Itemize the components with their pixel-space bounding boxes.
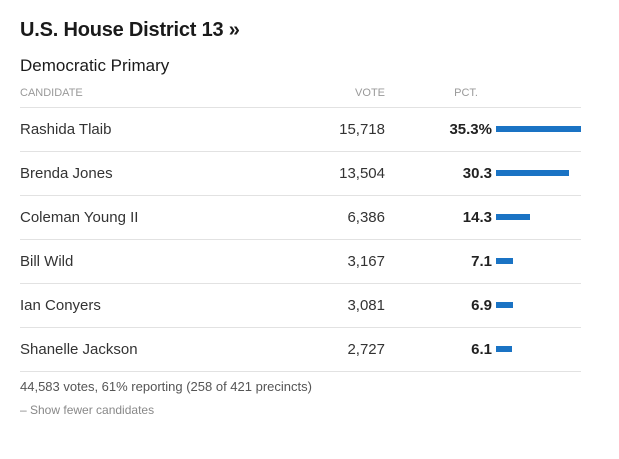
- reporting-summary: 44,583 votes, 61% reporting (258 of 421 …: [20, 379, 312, 394]
- pct-bar: [496, 258, 513, 264]
- table-row: Ian Conyers 3,081 6.9: [20, 284, 581, 328]
- candidate-name: Shanelle Jackson: [20, 341, 138, 358]
- candidate-pct: 30.3: [462, 165, 492, 182]
- pct-bar: [496, 214, 530, 220]
- pct-column-header: PCT.: [454, 87, 478, 99]
- show-fewer-candidates-link[interactable]: – Show fewer candidates: [20, 403, 155, 417]
- candidate-name: Coleman Young II: [20, 209, 139, 226]
- pct-bar-track: [496, 258, 581, 264]
- candidate-pct: 6.1: [471, 341, 492, 358]
- pct-bar-track: [496, 170, 581, 176]
- candidate-votes: 15,718: [339, 121, 385, 138]
- table-row: Coleman Young II 6,386 14.3: [20, 196, 581, 240]
- candidate-votes: 3,081: [347, 297, 385, 314]
- table-row: Shanelle Jackson 2,727 6.1: [20, 328, 581, 372]
- results-table-header: CANDIDATE VOTE PCT.: [20, 85, 581, 108]
- race-subtitle: Democratic Primary: [20, 56, 170, 75]
- table-row: Bill Wild 3,167 7.1: [20, 240, 581, 284]
- candidate-votes: 3,167: [347, 253, 385, 270]
- candidate-pct: 6.9: [471, 297, 492, 314]
- pct-bar-track: [496, 214, 581, 220]
- vote-column-header: VOTE: [355, 87, 385, 99]
- table-row: Brenda Jones 13,504 30.3: [20, 152, 581, 196]
- pct-bar-track: [496, 126, 581, 132]
- candidate-name: Brenda Jones: [20, 165, 113, 182]
- candidate-name: Rashida Tlaib: [20, 121, 112, 138]
- race-title-link[interactable]: U.S. House District 13 »: [20, 19, 240, 41]
- candidate-votes: 6,386: [347, 209, 385, 226]
- pct-bar-track: [496, 302, 581, 308]
- candidate-name: Bill Wild: [20, 253, 74, 270]
- candidate-votes: 13,504: [339, 165, 385, 182]
- results-table-body: Rashida Tlaib 15,718 35.3% Brenda Jones …: [20, 108, 581, 372]
- pct-bar: [496, 126, 581, 132]
- candidate-name: Ian Conyers: [20, 297, 101, 314]
- candidate-votes: 2,727: [347, 341, 385, 358]
- candidate-column-header: CANDIDATE: [20, 87, 83, 99]
- candidate-pct: 14.3: [462, 209, 492, 226]
- pct-bar: [496, 346, 512, 352]
- candidate-pct: 35.3%: [449, 121, 492, 138]
- table-row: Rashida Tlaib 15,718 35.3%: [20, 108, 581, 152]
- candidate-pct: 7.1: [471, 253, 492, 270]
- pct-bar: [496, 170, 569, 176]
- pct-bar: [496, 302, 513, 308]
- pct-bar-track: [496, 346, 581, 352]
